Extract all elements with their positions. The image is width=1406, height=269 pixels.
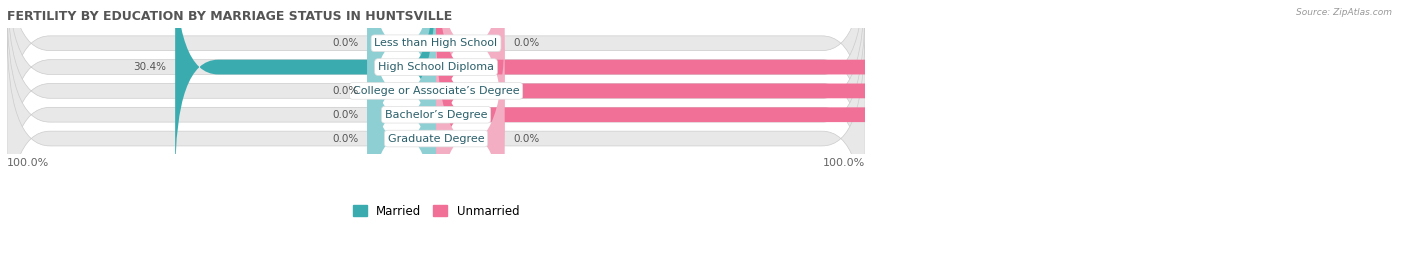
Text: 69.6%: 69.6% (988, 62, 1025, 72)
FancyBboxPatch shape (436, 0, 1294, 203)
FancyBboxPatch shape (436, 3, 1294, 226)
FancyBboxPatch shape (7, 0, 865, 203)
Text: 0.0%: 0.0% (333, 38, 359, 48)
Text: Source: ZipAtlas.com: Source: ZipAtlas.com (1296, 8, 1392, 17)
FancyBboxPatch shape (367, 0, 436, 203)
FancyBboxPatch shape (367, 0, 436, 155)
Text: FERTILITY BY EDUCATION BY MARRIAGE STATUS IN HUNTSVILLE: FERTILITY BY EDUCATION BY MARRIAGE STATU… (7, 10, 453, 23)
Legend: Married, Unmarried: Married, Unmarried (353, 205, 519, 218)
Text: Graduate Degree: Graduate Degree (388, 133, 484, 144)
Text: High School Diploma: High School Diploma (378, 62, 494, 72)
FancyBboxPatch shape (436, 0, 1033, 179)
Text: 100.0%: 100.0% (1241, 110, 1285, 120)
FancyBboxPatch shape (7, 3, 865, 226)
FancyBboxPatch shape (436, 27, 505, 250)
FancyBboxPatch shape (7, 27, 865, 250)
FancyBboxPatch shape (7, 0, 865, 155)
Text: 0.0%: 0.0% (333, 133, 359, 144)
FancyBboxPatch shape (7, 0, 865, 179)
Text: Bachelor’s Degree: Bachelor’s Degree (385, 110, 488, 120)
Text: 0.0%: 0.0% (333, 86, 359, 96)
Text: Less than High School: Less than High School (374, 38, 498, 48)
Text: 100.0%: 100.0% (823, 158, 865, 168)
FancyBboxPatch shape (367, 27, 436, 250)
Text: 30.4%: 30.4% (134, 62, 166, 72)
Text: 0.0%: 0.0% (333, 110, 359, 120)
Text: 0.0%: 0.0% (513, 38, 540, 48)
Text: 0.0%: 0.0% (513, 133, 540, 144)
FancyBboxPatch shape (367, 3, 436, 226)
Text: College or Associate’s Degree: College or Associate’s Degree (353, 86, 519, 96)
Text: 100.0%: 100.0% (7, 158, 49, 168)
FancyBboxPatch shape (436, 0, 505, 155)
FancyBboxPatch shape (176, 0, 436, 179)
Text: 100.0%: 100.0% (1241, 86, 1285, 96)
